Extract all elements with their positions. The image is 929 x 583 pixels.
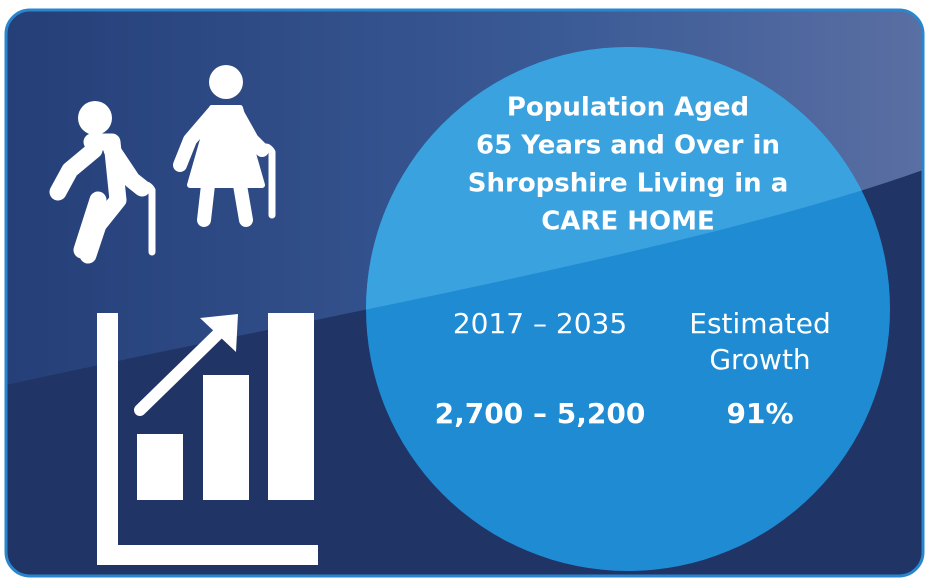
range-value: 2,700 – 5,200 [435, 397, 646, 430]
title-line: Population Aged [507, 93, 749, 123]
growth-label: Growth [709, 343, 810, 376]
elderly-icon [49, 65, 276, 264]
growth-label: Estimated [689, 307, 830, 340]
title-line: Shropshire Living in a [468, 169, 788, 199]
card-border [4, 8, 925, 578]
card [6, 10, 923, 576]
title-line: 65 Years and Over in [476, 131, 780, 161]
growth-chart-icon [97, 313, 318, 565]
period: 2017 – 2035 [453, 307, 627, 340]
title-line: CARE HOME [541, 207, 715, 237]
growth-value: 91% [726, 397, 793, 430]
